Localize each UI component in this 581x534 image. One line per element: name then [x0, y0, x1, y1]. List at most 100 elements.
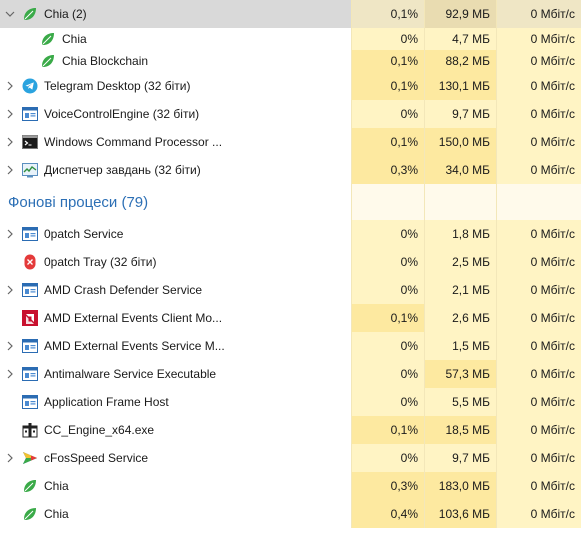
memory-cell: 9,7 МБ: [424, 100, 496, 128]
process-row[interactable]: 0patch Tray (32 біти) 0% 2,5 МБ 0 Мбіт/с: [0, 248, 581, 276]
expand-chevron-icon[interactable]: [4, 285, 16, 295]
process-name: AMD External Events Service M...: [44, 339, 225, 353]
process-name-cell: AMD External Events Client Mo...: [0, 304, 351, 332]
network-cell: 0 Мбіт/с: [496, 360, 581, 388]
memory-cell: 34,0 МБ: [424, 156, 496, 184]
process-row[interactable]: Chia (2) 0,1% 92,9 МБ 0 Мбіт/с: [0, 0, 581, 28]
group-header-cell: Фонові процеси (79): [0, 184, 351, 220]
process-name: Диспетчер завдань (32 біти): [44, 163, 201, 177]
cpu-cell: 0%: [351, 220, 424, 248]
process-name: VoiceControlEngine (32 біти): [44, 107, 200, 121]
process-name: Chia: [44, 479, 69, 493]
memory-cell: 9,7 МБ: [424, 444, 496, 472]
chia-leaf-icon: [22, 6, 38, 22]
expand-chevron-icon[interactable]: [4, 165, 16, 175]
process-name-cell: Antimalware Service Executable: [0, 360, 351, 388]
network-cell: 0 Мбіт/с: [496, 276, 581, 304]
network-cell: 0 Мбіт/с: [496, 248, 581, 276]
expand-chevron-icon[interactable]: [4, 453, 16, 463]
process-row[interactable]: Диспетчер завдань (32 біти) 0,3% 34,0 МБ…: [0, 156, 581, 184]
cpu-cell: 0,1%: [351, 50, 424, 72]
network-cell: 0 Мбіт/с: [496, 444, 581, 472]
process-name-cell: Chia: [0, 472, 351, 500]
expand-chevron-icon[interactable]: [4, 109, 16, 119]
network-cell: 0 Мбіт/с: [496, 332, 581, 360]
cpu-cell: 0%: [351, 444, 424, 472]
network-cell: 0 Мбіт/с: [496, 0, 581, 28]
process-name-cell: cFosSpeed Service: [0, 444, 351, 472]
network-cell: 0 Мбіт/с: [496, 50, 581, 72]
process-name-cell: Chia Blockchain: [0, 50, 351, 72]
process-name-cell: VoiceControlEngine (32 біти): [0, 100, 351, 128]
process-row[interactable]: Application Frame Host 0% 5,5 МБ 0 Мбіт/…: [0, 388, 581, 416]
network-cell: 0 Мбіт/с: [496, 416, 581, 444]
process-child-row[interactable]: Chia 0% 4,7 МБ 0 Мбіт/с: [0, 28, 581, 50]
expand-chevron-icon[interactable]: [4, 369, 16, 379]
network-cell: 0 Мбіт/с: [496, 500, 581, 528]
process-row[interactable]: CC_Engine_x64.exe 0,1% 18,5 МБ 0 Мбіт/с: [0, 416, 581, 444]
process-row[interactable]: 0patch Service 0% 1,8 МБ 0 Мбіт/с: [0, 220, 581, 248]
process-row[interactable]: Telegram Desktop (32 біти) 0,1% 130,1 МБ…: [0, 72, 581, 100]
process-child-row[interactable]: Chia Blockchain 0,1% 88,2 МБ 0 Мбіт/с: [0, 50, 581, 72]
memory-cell: 1,8 МБ: [424, 220, 496, 248]
process-name-cell: AMD External Events Service M...: [0, 332, 351, 360]
process-name: 0patch Service: [44, 227, 124, 241]
cpu-cell: 0,1%: [351, 72, 424, 100]
process-name-cell: Application Frame Host: [0, 388, 351, 416]
memory-cell: 103,6 МБ: [424, 500, 496, 528]
cpu-cell: 0,1%: [351, 416, 424, 444]
expand-chevron-icon[interactable]: [4, 229, 16, 239]
app-window-icon: [22, 226, 38, 242]
process-row[interactable]: Antimalware Service Executable 0% 57,3 М…: [0, 360, 581, 388]
chia-leaf-icon: [22, 478, 38, 494]
cpu-cell: 0%: [351, 28, 424, 50]
cpu-cell: 0,1%: [351, 128, 424, 156]
cmd-icon: [22, 134, 38, 150]
process-row[interactable]: AMD External Events Service M... 0% 1,5 …: [0, 332, 581, 360]
memory-cell: 57,3 МБ: [424, 360, 496, 388]
app-window-icon: [22, 106, 38, 122]
process-row[interactable]: cFosSpeed Service 0% 9,7 МБ 0 Мбіт/с: [0, 444, 581, 472]
memory-cell: 130,1 МБ: [424, 72, 496, 100]
process-name: CC_Engine_x64.exe: [44, 423, 155, 437]
cpu-cell: 0%: [351, 100, 424, 128]
process-name-cell: Chia (2): [0, 0, 351, 28]
network-cell: 0 Мбіт/с: [496, 100, 581, 128]
chia-leaf-icon: [40, 53, 56, 69]
memory-cell: 2,6 МБ: [424, 304, 496, 332]
expand-chevron-icon[interactable]: [4, 137, 16, 147]
expand-chevron-icon[interactable]: [4, 341, 16, 351]
process-row[interactable]: AMD External Events Client Mo... 0,1% 2,…: [0, 304, 581, 332]
app-window-icon: [22, 282, 38, 298]
process-name: Chia (2): [44, 7, 87, 21]
collapse-chevron-icon[interactable]: [4, 9, 16, 19]
telegram-icon: [22, 78, 38, 94]
cfosspeed-icon: [22, 450, 38, 466]
process-name: Antimalware Service Executable: [44, 367, 217, 381]
process-name-cell: Диспетчер завдань (32 біти): [0, 156, 351, 184]
network-cell: 0 Мбіт/с: [496, 388, 581, 416]
process-row[interactable]: Chia 0,3% 183,0 МБ 0 Мбіт/с: [0, 472, 581, 500]
process-row[interactable]: AMD Crash Defender Service 0% 2,1 МБ 0 М…: [0, 276, 581, 304]
network-cell: 0 Мбіт/с: [496, 220, 581, 248]
process-row[interactable]: Chia 0,4% 103,6 МБ 0 Мбіт/с: [0, 500, 581, 528]
app-window-icon: [22, 338, 38, 354]
process-name: Chia Blockchain: [62, 54, 149, 68]
process-name-cell: 0patch Service: [0, 220, 351, 248]
cpu-cell: 0%: [351, 388, 424, 416]
process-name-cell: Telegram Desktop (32 біти): [0, 72, 351, 100]
expand-chevron-icon[interactable]: [4, 81, 16, 91]
memory-cell: 88,2 МБ: [424, 50, 496, 72]
0patch-tray-icon: [22, 254, 38, 270]
process-row[interactable]: Windows Command Processor ... 0,1% 150,0…: [0, 128, 581, 156]
cpu-cell: 0%: [351, 276, 424, 304]
process-row[interactable]: VoiceControlEngine (32 біти) 0% 9,7 МБ 0…: [0, 100, 581, 128]
process-name-cell: CC_Engine_x64.exe: [0, 416, 351, 444]
group-title: Фонові процеси (79): [8, 193, 149, 211]
network-cell: 0 Мбіт/с: [496, 28, 581, 50]
network-cell: [496, 184, 581, 220]
task-manager-icon: [22, 162, 38, 178]
amd-icon: [22, 310, 38, 326]
app-window-icon: [22, 394, 38, 410]
process-name: Application Frame Host: [44, 395, 169, 409]
